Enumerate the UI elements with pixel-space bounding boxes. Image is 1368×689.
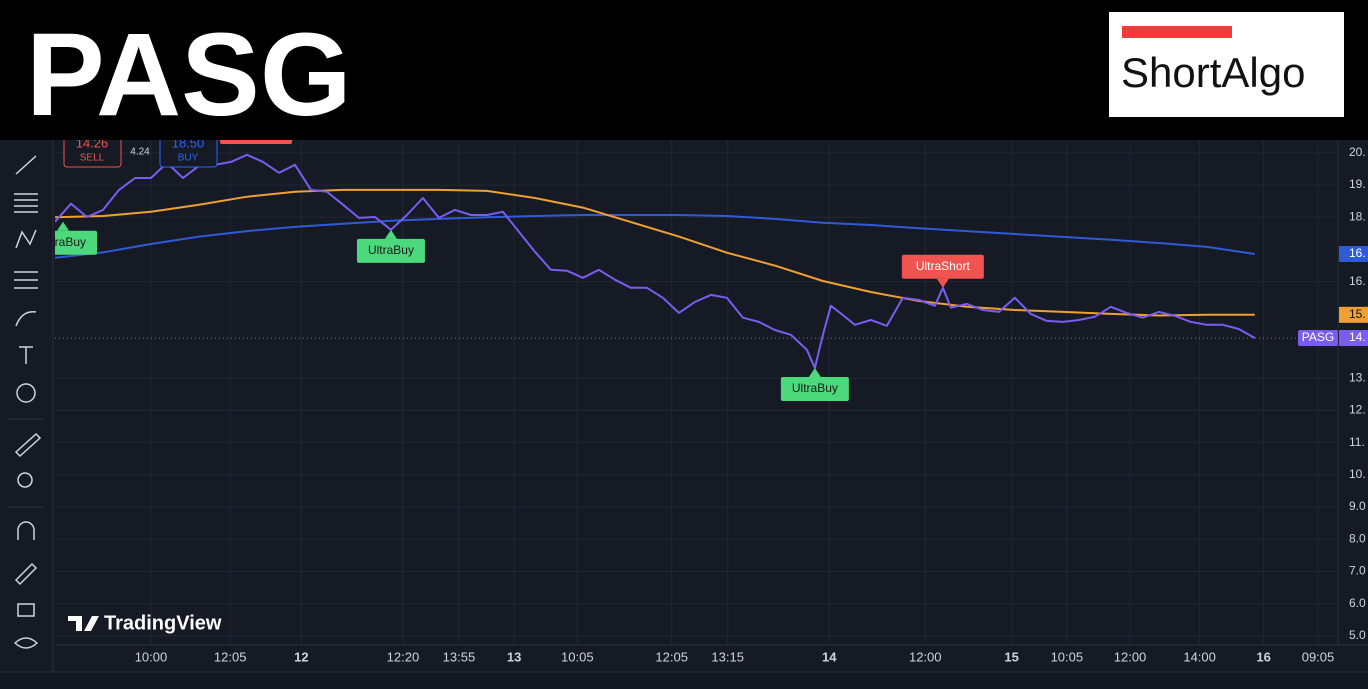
x-tick-label: 12:00 xyxy=(1114,649,1147,664)
y-tick-label: 19. xyxy=(1349,177,1366,191)
pattern-tool[interactable] xyxy=(15,229,37,249)
watermark-text: TradingView xyxy=(104,612,222,634)
buy-label: BUY xyxy=(178,153,199,164)
symbol-tag xyxy=(1298,330,1338,347)
x-tick-label: 09:05 xyxy=(1302,649,1335,664)
plot: 20. 19. 18. 16. 13. 12. 11. 10. 9.0 8.0 7.0 6.0 5.0 1… xyxy=(55,140,1368,664)
x-tick-label: 10:05 xyxy=(1051,649,1084,664)
zoom-tool[interactable] xyxy=(17,472,33,488)
forecast-tool[interactable] xyxy=(14,271,38,289)
y-tick-label: 9.0 xyxy=(1349,499,1366,513)
signal-label: UltraShort xyxy=(916,259,971,273)
y-tick-label: 20. xyxy=(1349,145,1366,159)
signal-arrow xyxy=(384,229,397,239)
signal-arrow xyxy=(808,367,821,377)
price-tag-text: 16. xyxy=(1349,246,1366,260)
signal-label: UltraBuy xyxy=(368,243,414,257)
left-toolbar xyxy=(0,140,54,689)
x-tick-label: 16 xyxy=(1256,649,1270,664)
signal-label: UltraBuy xyxy=(792,381,838,395)
watermark: TradingView xyxy=(68,612,222,634)
x-tick-label: 10:00 xyxy=(135,649,168,664)
magnet-tool[interactable] xyxy=(17,521,35,540)
spread: 4.24 xyxy=(130,147,150,158)
x-tick-label: 13 xyxy=(507,649,521,664)
x-tick-label: 13:55 xyxy=(443,649,476,664)
signal-box xyxy=(901,254,984,279)
grid xyxy=(55,140,1338,645)
price-tag xyxy=(1339,330,1368,347)
emoji-tool[interactable] xyxy=(16,383,36,403)
price-line xyxy=(55,214,1255,259)
lock-tool[interactable] xyxy=(17,603,35,617)
logo-text: ShortAlgo xyxy=(1121,49,1305,96)
signal-box xyxy=(356,238,425,263)
price-tag-text: 15. xyxy=(1349,307,1366,321)
y-tick-label: 8.0 xyxy=(1349,531,1366,545)
x-tick-label: 12:05 xyxy=(214,649,247,664)
signal-box xyxy=(55,230,97,255)
y-tick-label: 11. xyxy=(1349,435,1365,449)
price-tag-text: 14. xyxy=(1349,330,1366,344)
chart-background xyxy=(0,140,1368,689)
x-tick-label: 10:05 xyxy=(561,649,594,664)
x-tick-label: 12:05 xyxy=(655,649,688,664)
x-tick-label: 14 xyxy=(822,649,837,664)
y-tick-label: 16. xyxy=(1349,274,1366,288)
x-tick-label: 12:20 xyxy=(387,649,420,664)
lock-draw-tool[interactable] xyxy=(14,562,38,586)
y-tick-label: 18. xyxy=(1349,209,1366,223)
price-tag xyxy=(1339,245,1368,262)
signal-box xyxy=(780,376,849,401)
price-tag xyxy=(1339,306,1368,323)
trend-line-tool[interactable] xyxy=(15,155,37,175)
lines xyxy=(55,153,1338,369)
x-tick-label: 15 xyxy=(1004,649,1018,664)
hide-tool[interactable] xyxy=(13,637,39,649)
symbol-tag-text: PASG xyxy=(1302,330,1334,344)
price-line xyxy=(55,153,1256,369)
bottom-bar xyxy=(0,672,1368,689)
price-line xyxy=(55,188,1255,317)
signal-arrow xyxy=(56,221,69,231)
text-tool[interactable] xyxy=(19,346,33,364)
annotations: UltraBuy UltraBuy UltraBuy UltraShort xyxy=(40,221,984,401)
x-tick-label: 12 xyxy=(294,649,308,664)
y-tick-label: 5.0 xyxy=(1349,628,1366,642)
toolbar-bg xyxy=(0,140,52,689)
y-tick-label: 10. xyxy=(1349,467,1366,481)
signal-arrow xyxy=(936,278,949,288)
fib-tool[interactable] xyxy=(14,193,38,213)
signal-label: UltraBuy xyxy=(40,235,86,249)
x-tick-label: 12:00 xyxy=(909,649,942,664)
y-tick-label: 6.0 xyxy=(1349,596,1366,610)
header: PASG ShortAlgo xyxy=(0,0,1368,141)
ruler-tool[interactable] xyxy=(14,432,42,458)
sell-label: SELL xyxy=(80,153,105,164)
y-tick-label: 12. xyxy=(1349,403,1366,417)
logo-bar xyxy=(1122,26,1232,38)
x-tick-label: 14:00 xyxy=(1183,649,1216,664)
header-title: PASG xyxy=(26,9,352,141)
x-tick-label: 13:15 xyxy=(711,649,744,664)
brush-tool[interactable] xyxy=(15,311,37,327)
y-tick-label: 7.0 xyxy=(1349,564,1366,578)
y-tick-label: 13. xyxy=(1349,370,1366,384)
